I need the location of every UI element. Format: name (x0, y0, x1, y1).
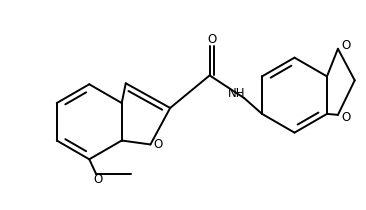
Text: O: O (154, 138, 163, 151)
Text: NH: NH (228, 87, 245, 100)
Text: O: O (93, 173, 103, 186)
Text: O: O (207, 33, 216, 46)
Text: O: O (341, 111, 350, 124)
Text: O: O (341, 39, 350, 52)
